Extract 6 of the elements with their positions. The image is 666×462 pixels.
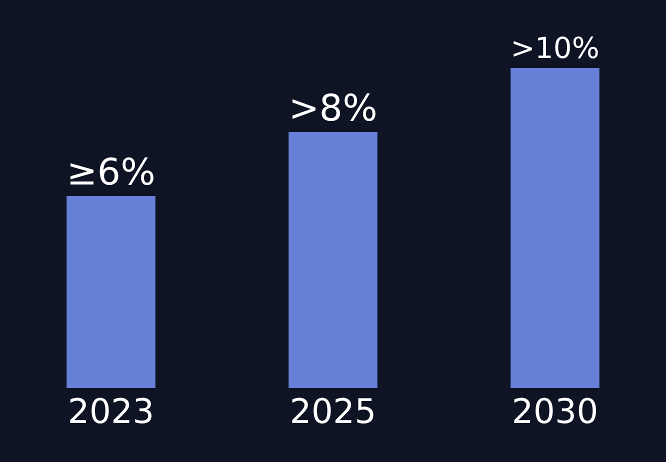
x-tick-label: 2023 [68,392,154,432]
data-label: >10% [510,31,600,66]
data-label: ≥6% [66,150,156,194]
data-label: >8% [288,86,378,130]
x-tick-label: 2025 [290,392,376,432]
x-tick-label: 2030 [512,392,598,432]
